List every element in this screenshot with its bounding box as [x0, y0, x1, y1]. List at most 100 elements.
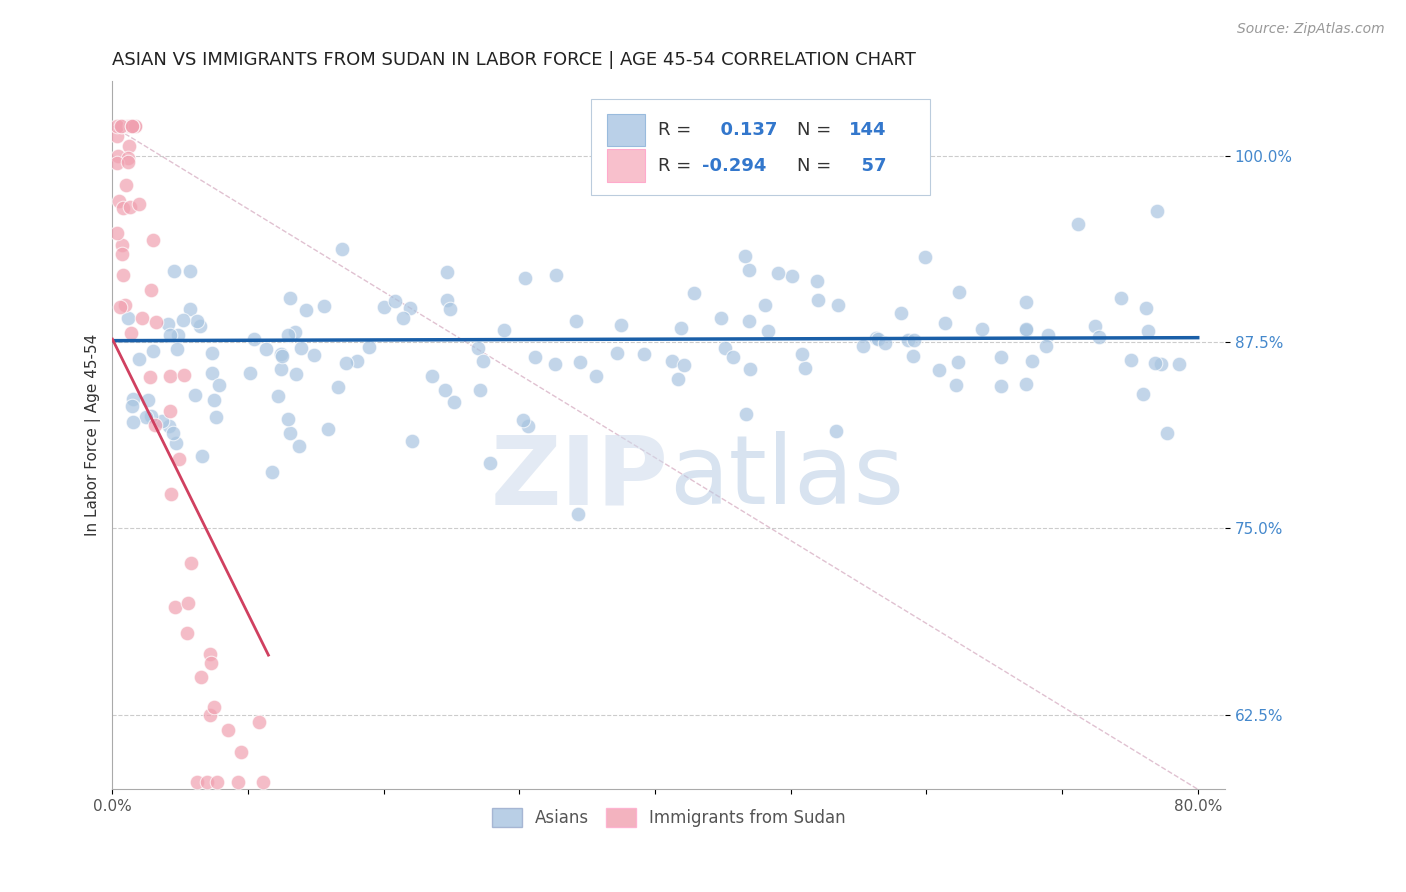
Point [740, 361, 762, 376]
Point [479, 456, 502, 470]
Point [897, 333, 920, 347]
Point [207, 774, 229, 789]
Point [202, 700, 225, 714]
Point [1143, 356, 1166, 370]
Point [1168, 357, 1191, 371]
Point [142, 233, 165, 247]
Point [121, 119, 143, 133]
Point [277, 411, 299, 425]
Point [239, 366, 262, 380]
Point [165, 599, 187, 614]
Point [391, 311, 413, 326]
Point [668, 372, 690, 386]
Point [179, 264, 201, 278]
Point [117, 311, 139, 326]
Point [326, 379, 349, 393]
Point [108, 194, 131, 208]
Point [1021, 354, 1043, 368]
Point [903, 333, 925, 347]
Point [136, 392, 159, 407]
Point [159, 403, 181, 417]
Point [172, 313, 194, 327]
Point [768, 266, 790, 280]
Point [852, 338, 875, 352]
Point [198, 647, 221, 661]
Point [517, 418, 540, 433]
Point [439, 301, 461, 316]
Point [346, 354, 368, 368]
Point [373, 300, 395, 314]
Point [121, 119, 143, 133]
Point [756, 324, 779, 338]
Point [1036, 327, 1059, 342]
Point [231, 745, 253, 759]
Point [186, 774, 208, 789]
Point [734, 408, 756, 422]
Point [873, 335, 896, 350]
Point [122, 119, 145, 133]
Point [202, 393, 225, 408]
Point [721, 350, 744, 364]
Point [866, 332, 889, 346]
Point [114, 298, 136, 312]
Text: -0.294: -0.294 [702, 157, 766, 175]
Legend: Asians, Immigrants from Sudan: Asians, Immigrants from Sudan [485, 801, 852, 834]
Point [205, 409, 228, 424]
Point [124, 119, 146, 133]
Point [990, 351, 1012, 365]
Point [1014, 322, 1036, 336]
Text: N =: N = [797, 157, 837, 175]
Point [420, 368, 443, 383]
Point [284, 367, 307, 381]
Point [277, 328, 299, 343]
Point [150, 413, 173, 427]
Text: N =: N = [797, 121, 837, 139]
Point [948, 285, 970, 299]
Point [1150, 357, 1173, 371]
Point [1136, 325, 1159, 339]
Point [1015, 376, 1038, 391]
Point [131, 310, 153, 325]
Point [111, 201, 134, 215]
Point [401, 434, 423, 448]
Point [515, 271, 537, 285]
Point [179, 301, 201, 316]
Point [471, 354, 494, 368]
Point [384, 293, 406, 308]
Point [191, 450, 214, 464]
Point [159, 368, 181, 383]
Point [284, 325, 307, 339]
Point [754, 298, 776, 312]
Point [117, 151, 139, 165]
Point [713, 341, 735, 355]
Point [335, 356, 357, 370]
Point [254, 342, 277, 356]
Point [270, 346, 292, 360]
Point [167, 451, 190, 466]
Point [145, 315, 167, 329]
Point [128, 352, 150, 367]
Text: ASIAN VS IMMIGRANTS FROM SUDAN IN LABOR FORCE | AGE 45-54 CORRELATION CHART: ASIAN VS IMMIGRANTS FROM SUDAN IN LABOR … [112, 51, 917, 69]
Point [567, 507, 589, 521]
Point [287, 439, 309, 453]
Point [825, 424, 848, 438]
Point [111, 247, 134, 261]
Point [118, 119, 141, 133]
FancyBboxPatch shape [591, 99, 929, 194]
Point [443, 394, 465, 409]
Point [118, 119, 141, 133]
Point [633, 347, 655, 361]
Point [176, 625, 198, 640]
Point [399, 301, 422, 316]
Point [107, 128, 129, 143]
Point [280, 291, 302, 305]
Point [494, 322, 516, 336]
Point [139, 283, 162, 297]
Point [738, 263, 761, 277]
Point [738, 314, 761, 328]
Point [162, 425, 184, 440]
Point [159, 328, 181, 343]
Point [972, 322, 994, 336]
Point [111, 119, 134, 133]
Point [143, 418, 166, 433]
